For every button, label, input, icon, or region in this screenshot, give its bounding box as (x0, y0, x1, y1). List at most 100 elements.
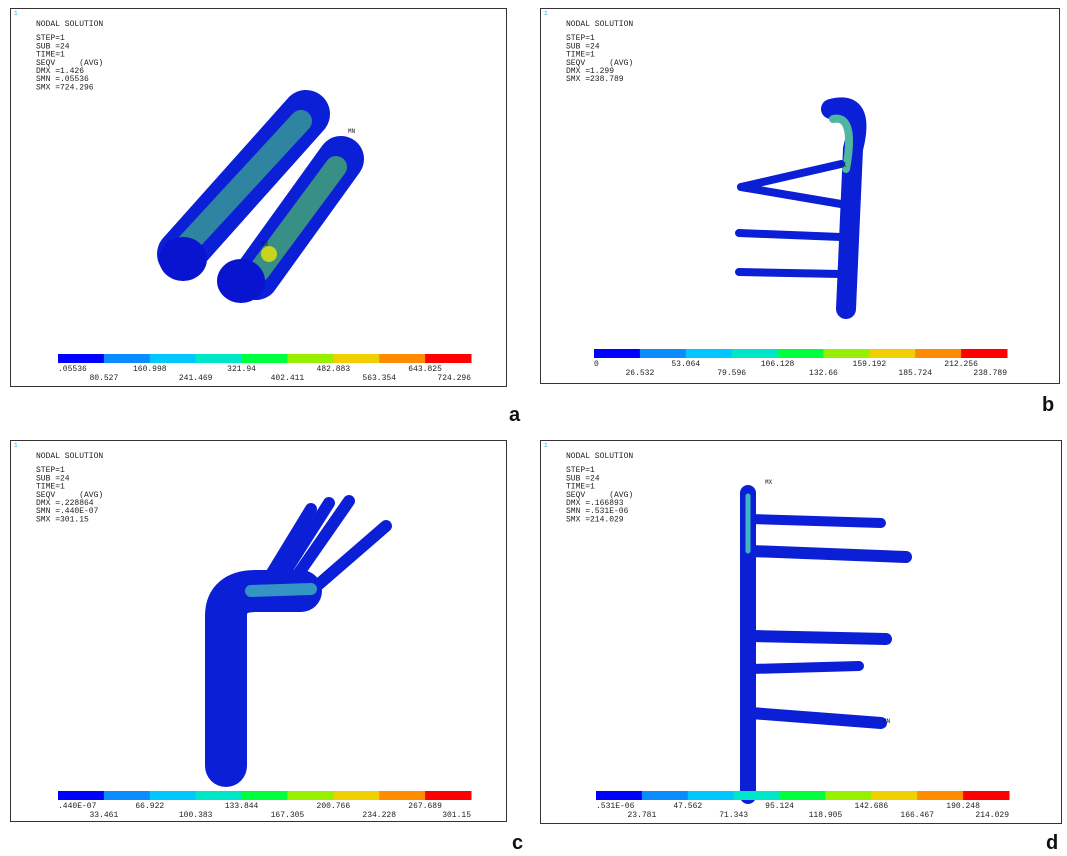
legend-swatch (150, 791, 196, 800)
legend-swatch (242, 354, 288, 363)
panel-letter: d (1046, 832, 1058, 855)
legend-swatch (823, 349, 869, 358)
legend-label: 132.66 (809, 369, 838, 378)
header-line: SMX =724.296 (36, 83, 94, 92)
legend-swatch (58, 354, 104, 363)
legend-swatch (642, 791, 688, 800)
legend-label: 482.883 (317, 365, 351, 374)
legend-swatch (869, 349, 915, 358)
legend-label: 53.064 (671, 360, 700, 369)
legend-label: 71.343 (719, 811, 748, 820)
legend-label: 133.844 (225, 802, 259, 811)
legend-label: 142.686 (855, 802, 889, 811)
legend-swatch (242, 791, 288, 800)
panel-letter: b (1042, 394, 1054, 417)
legend-swatch (150, 354, 196, 363)
legend-label: 79.596 (717, 369, 746, 378)
legend-swatch (734, 791, 780, 800)
annotation: MN (348, 128, 356, 135)
legend-swatch (688, 791, 734, 800)
legend-label: .05536 (58, 365, 87, 374)
legend-label: 23.781 (627, 811, 656, 820)
legend-label: 160.998 (133, 365, 167, 374)
model (748, 493, 906, 796)
header-title: NODAL SOLUTION (566, 20, 633, 29)
legend-swatch (287, 354, 333, 363)
legend-label: 643.825 (408, 365, 442, 374)
legend-label: 106.128 (761, 360, 795, 369)
legend-swatch (425, 791, 471, 800)
legend-swatch (640, 349, 686, 358)
legend-swatch (196, 791, 242, 800)
legend-label: 167.305 (271, 811, 305, 820)
annotation: MX (765, 479, 773, 486)
legend-swatch (333, 791, 379, 800)
header-line: SMX =301.15 (36, 515, 89, 524)
header-title: NODAL SOLUTION (566, 452, 633, 461)
legend-swatch (425, 354, 471, 363)
legend-swatch (596, 791, 642, 800)
legend-label: 26.532 (625, 369, 654, 378)
window-id: 1 (544, 10, 548, 17)
legend-label: 190.248 (946, 802, 980, 811)
legend-swatch (825, 791, 871, 800)
model (159, 114, 341, 303)
legend-label: 563.354 (362, 374, 396, 383)
legend-swatch (104, 791, 150, 800)
header-line: SMX =238.789 (566, 75, 624, 84)
legend-label: 118.905 (809, 811, 843, 820)
legend-label: 212.256 (944, 360, 978, 369)
legend-swatch (871, 791, 917, 800)
legend-swatch (196, 354, 242, 363)
legend-swatch (594, 349, 640, 358)
legend-label: 214.029 (975, 811, 1009, 820)
header-title: NODAL SOLUTION (36, 20, 103, 29)
header-title: NODAL SOLUTION (36, 452, 103, 461)
header-line: SMX =214.029 (566, 515, 624, 524)
window-id: 1 (14, 10, 18, 17)
legend-label: 724.296 (437, 374, 471, 383)
legend-swatch (379, 791, 425, 800)
legend-swatch (104, 354, 150, 363)
model (739, 107, 857, 309)
legend-swatch (333, 354, 379, 363)
legend-label: 166.467 (900, 811, 934, 820)
panel-letter: a (509, 404, 520, 427)
annotation: MX (839, 162, 847, 169)
legend-label: .531E-06 (596, 802, 635, 811)
legend-label: 33.461 (89, 811, 118, 820)
panel-letter: c (512, 832, 523, 855)
legend-swatch (379, 354, 425, 363)
legend-swatch (58, 791, 104, 800)
legend-label: 301.15 (442, 811, 471, 820)
legend-label: 200.766 (317, 802, 351, 811)
legend-label: 238.789 (973, 369, 1007, 378)
legend-label: 402.411 (271, 374, 305, 383)
legend-swatch (780, 791, 826, 800)
window-id: 1 (544, 442, 548, 449)
legend-label: 267.689 (408, 802, 442, 811)
legend-label: 100.383 (179, 811, 213, 820)
legend-label: 66.922 (135, 802, 164, 811)
window-id: 1 (14, 442, 18, 449)
legend-label: 234.228 (362, 811, 396, 820)
legend-swatch (961, 349, 1007, 358)
legend-swatch (778, 349, 824, 358)
legend-swatch (287, 791, 333, 800)
page: 1NODAL SOLUTIONSTEP=1SUB =24TIME=1SEQV (… (0, 0, 1067, 856)
legend-label: 159.192 (853, 360, 887, 369)
legend-label: 80.527 (89, 374, 118, 383)
legend-label: 241.469 (179, 374, 213, 383)
legend-swatch (732, 349, 778, 358)
annotation: MX (261, 241, 269, 248)
legend-label: 95.124 (765, 802, 794, 811)
legend-swatch (915, 349, 961, 358)
